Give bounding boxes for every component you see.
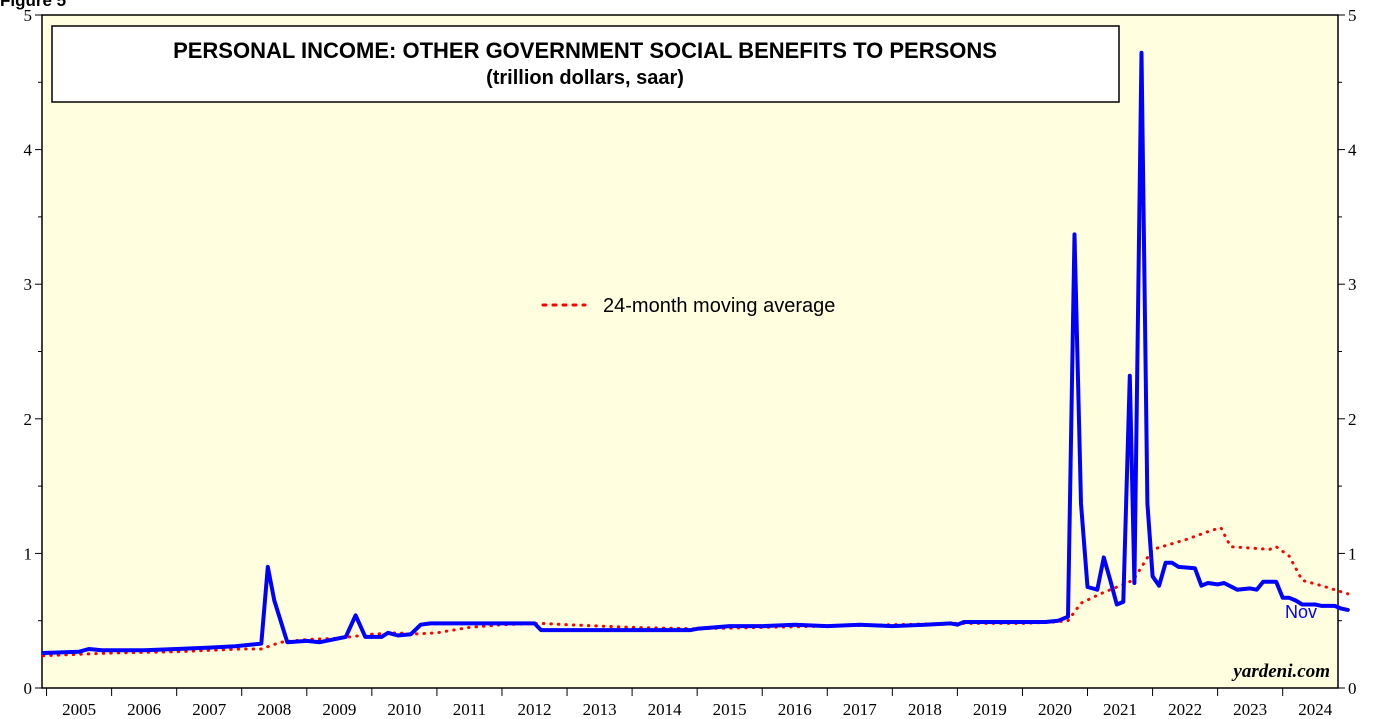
x-tick-label: 2017	[843, 700, 878, 719]
x-tick-label: 2016	[778, 700, 812, 719]
x-tick-label: 2015	[713, 700, 747, 719]
y-tick-label-left: 0	[24, 679, 33, 698]
credit-watermark: yardeni.com	[1231, 661, 1330, 682]
x-tick-label: 2006	[127, 700, 161, 719]
x-tick-label: 2007	[192, 700, 227, 719]
plot-area	[41, 14, 1339, 689]
chart-title: PERSONAL INCOME: OTHER GOVERNMENT SOCIAL…	[173, 38, 997, 63]
y-tick-label-left: 1	[24, 544, 33, 563]
x-tick-label: 2020	[1038, 700, 1072, 719]
y-tick-label-left: 3	[24, 275, 33, 294]
series-line-benefits	[41, 50, 1350, 655]
chart-subtitle: (trillion dollars, saar)	[486, 67, 684, 89]
x-tick-label: 2005	[62, 700, 96, 719]
y-tick-label-right: 4	[1348, 141, 1357, 160]
x-tick-label: 2012	[518, 700, 552, 719]
y-tick-label-left: 4	[24, 141, 33, 160]
y-tick-label-right: 0	[1348, 679, 1357, 698]
x-tick-label: 2019	[973, 700, 1007, 719]
end-label: Nov	[1285, 602, 1317, 622]
y-tick-label-right: 5	[1348, 6, 1357, 25]
axis-ticks: 0 0 1 1 2 2 3 3 4 4 5 5 2005 2006 2007 2008 2009 2010 2011…	[24, 6, 1358, 719]
x-tick-label: 2022	[1168, 700, 1202, 719]
legend-label-moving-average: 24-month moving average	[603, 295, 835, 317]
x-tick-label: 2008	[257, 700, 291, 719]
x-tick-label: 2010	[387, 700, 421, 719]
title-box	[51, 25, 1120, 103]
x-tick-label: 2024	[1298, 700, 1333, 719]
x-tick-label: 2009	[322, 700, 356, 719]
series-layer	[41, 50, 1350, 658]
x-tick-label: 2018	[908, 700, 942, 719]
figure-label: Figure 5	[0, 0, 66, 10]
x-tick-label: 2021	[1103, 700, 1137, 719]
x-tick-label: 2023	[1233, 700, 1267, 719]
x-tick-label: 2013	[583, 700, 617, 719]
x-tick-label: 2011	[453, 700, 486, 719]
y-tick-label-right: 2	[1348, 410, 1357, 429]
x-tick-label: 2014	[648, 700, 683, 719]
y-tick-label-left: 2	[24, 410, 33, 429]
y-tick-label-left: 5	[24, 6, 33, 25]
y-tick-label-right: 1	[1348, 544, 1357, 563]
y-tick-label-right: 3	[1348, 275, 1357, 294]
